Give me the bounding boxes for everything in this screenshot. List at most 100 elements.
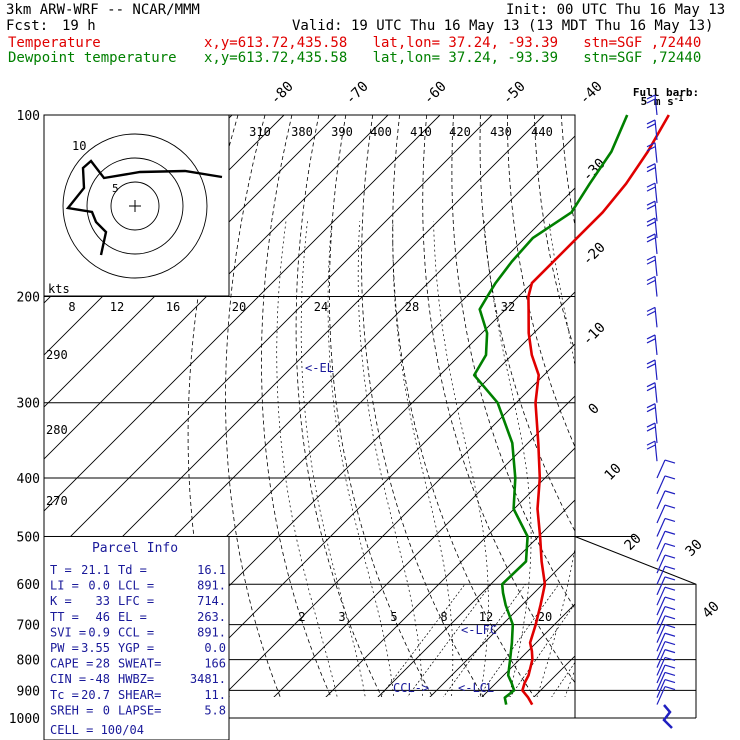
pressure-label: 900 [17,684,40,699]
hodograph-ring [110,181,160,231]
wind-barb [656,657,666,676]
parcel-key: SREH = [50,703,93,717]
isotherm [44,115,545,616]
dry-adiabat [615,115,740,731]
theta-label: 440 [531,125,553,139]
wind-barb-flag [646,98,656,104]
mixing-ratio-label: 8 [440,610,447,624]
wind-barb-flag [646,407,656,413]
parcel-value: 33 [96,594,110,608]
wind-barb-flag [664,685,676,691]
wind-barb-flag [646,167,656,173]
barb-legend-title: Full barb: [633,86,699,99]
parcel-key: CIN = [50,672,86,686]
dry-adiabat [361,115,484,697]
theta-label: 310 [249,125,271,139]
isotherm-label: 0 [586,401,603,418]
wind-barb-flag [646,359,656,365]
mixing-ratio-label: 2 [298,610,305,624]
wind-barb [654,256,658,277]
wind-barb-flag [646,275,656,282]
level-annotation: CCL-> [393,681,429,695]
init-time: Init: 00 UTC Thu 16 May 13 [506,2,726,18]
wind-barb-flag [664,504,676,509]
wind-barb-flag [646,255,656,261]
wind-barb-flag [646,186,656,192]
isotherm [44,115,493,564]
temperature-location: x,y=613.72,435.58 lat,lon= 37.24, -93.39… [204,35,702,51]
dry-adiabat [328,115,434,697]
parcel-value: 21.1 [81,563,110,577]
isotherm-label: -40 [577,79,606,108]
wind-barb [656,475,666,495]
dry-adiabat [422,115,575,684]
wind-barb-flag [664,475,676,480]
pressure-label: 200 [17,291,40,306]
parcel-key: CCL = [118,625,154,639]
valid-time: Valid: 19 UTC Thu 16 May 13 (13 MDT Thu … [292,18,714,34]
wind-barb [654,276,658,297]
hodograph-units: kts [48,282,70,296]
wind-barb-flag [646,163,656,169]
wind-barb-flag [646,363,656,369]
parcel-value: 714. [197,594,226,608]
wind-barb-flag [646,334,656,340]
moist-adiabat [604,221,740,731]
dry-adiabat [723,115,740,731]
mixing-ratio-label: 20 [232,300,246,314]
parcel-value: 0 [103,703,110,717]
wind-barb-flag [664,649,676,654]
parcel-key: SHEAR= [118,688,161,702]
mixing-ratio-label: 12 [110,300,124,314]
parcel-value: 3481. [190,672,226,686]
mixing-ratio-line [379,583,466,697]
mixing-ratio-label: 32 [501,300,515,314]
parcel-key: LAPSE= [118,703,161,717]
isotherm-label: -50 [500,79,529,108]
wind-barb-flag [646,310,656,316]
barb-legend-units: 5 m s-1 [641,94,684,108]
moist-adiabat [392,221,454,697]
parcel-key: Tc = [50,688,79,702]
wind-barb [656,633,666,652]
forecast-hour: 19 h [62,18,96,34]
model-title: 3km ARW-WRF -- NCAR/MMM [6,2,200,18]
wind-barb-flag [646,146,656,152]
hodograph-ring-label: 5 [112,182,119,195]
parcel-key: TT = [50,610,79,624]
wind-barb-flag [664,554,676,559]
pressure-label: 1000 [9,712,40,727]
wind-barb-flag [646,217,656,223]
wind-barb-flag [646,259,656,265]
parcel-value: 28 [96,657,110,671]
hodograph-ring-label: 10 [72,139,86,153]
wind-barb [656,596,666,616]
hodograph-ring [62,133,208,279]
level-annotation: <-LFC [461,623,497,637]
wind-barb [654,359,658,380]
wind-barb-flag [646,426,656,432]
wind-barb [654,423,658,444]
dry-adiabat [479,115,575,533]
parcel-value: 0.9 [88,625,110,639]
wind-barb-flag [664,615,676,620]
dewpoint-profile [472,114,629,705]
parcel-value: 0.0 [88,579,110,593]
wind-barb-flag [664,565,676,570]
moist-adiabat [564,668,575,697]
isotherm-label: -60 [421,79,450,108]
surface-barb [662,704,673,729]
wind-barb [656,543,666,562]
mixing-ratio-line [406,583,492,697]
isotherm [656,115,740,731]
isotherm-label: -10 [580,320,609,349]
isotherm-label: 20 [622,531,645,554]
isotherm [44,115,337,408]
side-theta-label: 270 [46,494,68,508]
parcel-key: K = [50,594,72,608]
mixing-ratio-label: 16 [166,300,180,314]
wind-barb-flag [664,624,676,629]
parcel-key: EL = [118,610,147,624]
pressure-label: 500 [17,530,40,545]
